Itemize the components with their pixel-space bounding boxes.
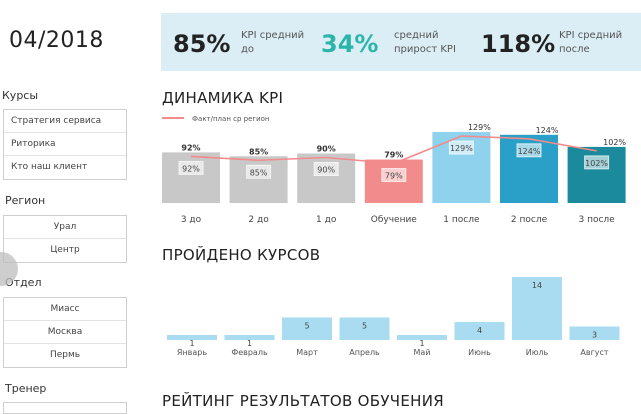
- course-bar: [397, 335, 447, 340]
- region-slicer: Урал Центр: [3, 215, 127, 263]
- kpi-series-line: [190, 135, 597, 165]
- department-slicer: Миасс Москва Пермь: [3, 297, 127, 368]
- kpi-bar-value-badge: [448, 140, 474, 155]
- course-month-label: Март: [296, 348, 318, 357]
- kpi-line-point-label: 102%: [603, 138, 626, 147]
- kpi-before-label: KPI средний до: [241, 30, 305, 55]
- kpi-line-point-label: 129%: [468, 123, 491, 132]
- kpi-dynamics-chart: Факт/план ср регион 92% 3 до 85% 2 до 90% 1 до…: [162, 115, 626, 225]
- course-bar: [569, 326, 620, 340]
- courses-done-title: ПРОЙДЕНО КУРСОВ: [162, 246, 321, 264]
- kpi-bar: [297, 153, 356, 203]
- course-bar-value-label: 4: [477, 326, 482, 335]
- kpi-category-label: 2 до: [248, 215, 269, 225]
- course-bar-value-label: 5: [304, 322, 309, 331]
- kpi-line-point-label: 124%: [536, 126, 559, 135]
- kpi-bar-value-badge: [313, 162, 339, 176]
- kpi-category-label: 1 до: [316, 215, 337, 225]
- kpi-summary-bar: 85% KPI средний до 34% средний прирост KPI…: [161, 13, 641, 71]
- department-option[interactable]: Пермь: [49, 350, 81, 360]
- course-option[interactable]: Кто наш клиент: [11, 162, 88, 172]
- kpi-after-value: 118%: [481, 30, 556, 58]
- course-bar: [167, 335, 217, 340]
- course-bar-value-label: 3: [592, 331, 597, 340]
- kpi-after-label: KPI средний после: [559, 30, 623, 55]
- region-filter-label: Регион: [5, 194, 46, 207]
- report-date: 04/2018: [9, 28, 104, 53]
- courses-filter-label: Курсы: [2, 89, 39, 102]
- region-option[interactable]: Урал: [4, 216, 126, 239]
- course-month-label: Февраль: [231, 348, 268, 357]
- kpi-bar-value-label: 92%: [182, 164, 200, 173]
- kpi-bar-value-label: 102%: [585, 159, 608, 168]
- course-bar-value-label: 1: [247, 339, 252, 348]
- course-month-label: Июль: [526, 348, 549, 357]
- course-bar-value-label: 14: [532, 281, 542, 290]
- kpi-bar-value-badge: [516, 143, 542, 158]
- department-option[interactable]: Миасс: [4, 298, 126, 321]
- kpi-bar-value-label: 79%: [385, 172, 403, 181]
- trainer-filter-label: Тренер: [5, 382, 47, 395]
- course-bar: [282, 317, 332, 340]
- kpi-bar-value-label: 90%: [317, 166, 335, 175]
- kpi-bar-value-badge: [246, 164, 272, 179]
- kpi-before-value: 85%: [173, 30, 231, 58]
- course-bar-value-label: 1: [189, 339, 194, 348]
- course-option[interactable]: Риторика: [4, 133, 126, 156]
- course-option[interactable]: Стратегия сервиса: [4, 110, 126, 133]
- rating-title: РЕЙТИНГ РЕЗУЛЬТАТОВ ОБУЧЕНИЯ: [162, 392, 444, 410]
- course-month-label: Июнь: [468, 348, 491, 357]
- course-bar-value-label: 5: [362, 322, 367, 331]
- kpi-category-label: 2 после: [511, 215, 548, 225]
- course-bar: [512, 277, 562, 340]
- legend-label: Факт/план ср регион: [192, 115, 269, 123]
- kpi-bar-value-label: 124%: [518, 147, 541, 156]
- kpi-bar-value-label: 129%: [450, 144, 473, 153]
- kpi-bar: [567, 146, 626, 203]
- kpi-line-point-label: 90%: [317, 145, 336, 154]
- kpi-growth-value: 34%: [321, 30, 379, 58]
- kpi-line-point-label: 92%: [181, 143, 200, 152]
- course-bar: [339, 317, 390, 340]
- department-option[interactable]: Москва: [4, 321, 126, 344]
- kpi-category-label: 3 до: [181, 215, 202, 225]
- kpi-bar-value-badge: [178, 160, 204, 175]
- kpi-bar: [229, 156, 288, 203]
- kpi-line-point-label: 79%: [384, 151, 403, 160]
- region-option[interactable]: Центр: [50, 245, 80, 255]
- kpi-dynamics-title: ДИНАМИКА KPI: [162, 89, 284, 107]
- courses-done-chart: 1Январь1Февраль5Март5Апрель1Май4Июнь14Ию…: [167, 277, 620, 357]
- trainer-slicer[interactable]: [3, 402, 127, 414]
- scroll-handle[interactable]: [0, 252, 18, 286]
- kpi-bar-value-label: 85%: [250, 168, 268, 177]
- kpi-line-point-label: 85%: [249, 147, 268, 156]
- kpi-bar-value-badge: [584, 155, 610, 170]
- course-month-label: Май: [413, 348, 430, 357]
- kpi-category-label: Обучение: [371, 215, 418, 225]
- kpi-category-label: 1 после: [443, 215, 480, 225]
- kpi-category-label: 3 после: [578, 215, 615, 225]
- course-month-label: Январь: [177, 348, 207, 357]
- course-bar-value-label: 1: [419, 339, 424, 348]
- course-month-label: Август: [580, 348, 609, 357]
- courses-slicer: Стратегия сервиса Риторика Кто наш клиен…: [3, 109, 127, 180]
- kpi-bar-value-badge: [381, 168, 407, 183]
- course-bar: [224, 335, 275, 340]
- kpi-growth-label: средний прирост KPI: [394, 30, 456, 55]
- course-month-label: Апрель: [349, 348, 380, 357]
- kpi-bar: [162, 152, 220, 203]
- course-bar: [454, 322, 505, 340]
